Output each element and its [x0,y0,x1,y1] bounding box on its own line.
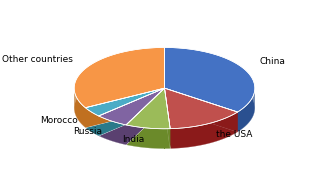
Polygon shape [85,88,164,116]
Polygon shape [85,108,164,136]
Polygon shape [83,106,84,126]
Polygon shape [175,128,176,148]
Text: the USA: the USA [216,130,252,139]
Polygon shape [99,88,164,136]
Polygon shape [247,104,248,124]
Polygon shape [208,124,209,144]
Polygon shape [191,127,192,147]
Polygon shape [200,125,201,145]
Polygon shape [180,128,181,148]
Polygon shape [170,129,171,149]
Polygon shape [238,111,239,132]
Polygon shape [215,122,216,142]
Polygon shape [192,127,193,147]
Polygon shape [82,105,83,125]
Polygon shape [126,88,164,145]
Polygon shape [164,108,238,149]
Polygon shape [173,129,174,149]
Polygon shape [218,121,219,141]
Polygon shape [201,125,202,145]
Polygon shape [205,124,206,144]
Polygon shape [171,129,172,149]
Polygon shape [177,128,178,148]
Polygon shape [182,128,183,148]
Polygon shape [126,108,170,149]
Polygon shape [126,88,170,129]
Polygon shape [212,123,213,143]
Polygon shape [74,47,164,108]
Polygon shape [80,103,81,123]
Polygon shape [241,109,242,130]
Polygon shape [178,128,179,148]
Polygon shape [193,127,194,147]
Text: China: China [260,57,285,66]
Polygon shape [242,109,243,129]
Polygon shape [248,103,249,123]
Text: Russia: Russia [73,127,102,136]
Polygon shape [240,110,241,130]
Polygon shape [211,123,212,143]
Polygon shape [213,122,214,142]
Polygon shape [245,106,246,126]
Polygon shape [185,128,186,148]
Polygon shape [249,102,250,122]
Polygon shape [164,88,238,132]
Polygon shape [217,121,218,141]
Polygon shape [179,128,180,148]
Polygon shape [195,126,196,146]
Polygon shape [204,124,205,145]
Polygon shape [199,126,200,146]
Polygon shape [184,128,185,148]
Text: Other countries: Other countries [2,55,73,64]
Polygon shape [164,88,170,149]
Polygon shape [203,125,204,145]
Polygon shape [99,108,164,145]
Polygon shape [246,105,247,125]
Polygon shape [181,128,182,148]
Polygon shape [196,126,197,146]
Polygon shape [85,88,164,128]
Polygon shape [239,111,240,131]
Text: Morocco: Morocco [41,116,78,125]
Polygon shape [216,121,217,141]
Polygon shape [81,104,82,124]
Text: India: India [122,135,145,144]
Polygon shape [172,129,173,149]
Polygon shape [126,88,164,145]
Polygon shape [164,88,238,132]
Polygon shape [187,127,188,147]
Polygon shape [183,128,184,148]
Polygon shape [164,88,170,149]
Polygon shape [202,125,203,145]
Polygon shape [164,67,255,132]
Polygon shape [99,88,164,125]
Polygon shape [214,122,215,142]
Polygon shape [85,88,164,128]
Polygon shape [186,127,187,147]
Polygon shape [210,123,211,143]
Polygon shape [190,127,191,147]
Polygon shape [99,88,164,136]
Polygon shape [243,108,244,128]
Polygon shape [197,126,198,146]
Polygon shape [84,107,85,127]
Polygon shape [164,88,238,129]
Polygon shape [164,47,255,112]
Polygon shape [194,127,195,146]
Polygon shape [206,124,207,144]
Polygon shape [244,107,245,127]
Polygon shape [188,127,189,147]
Polygon shape [198,126,199,146]
Polygon shape [209,123,210,143]
Polygon shape [174,129,175,149]
Polygon shape [74,67,164,128]
Polygon shape [176,128,177,148]
Polygon shape [189,127,190,147]
Polygon shape [207,124,208,144]
